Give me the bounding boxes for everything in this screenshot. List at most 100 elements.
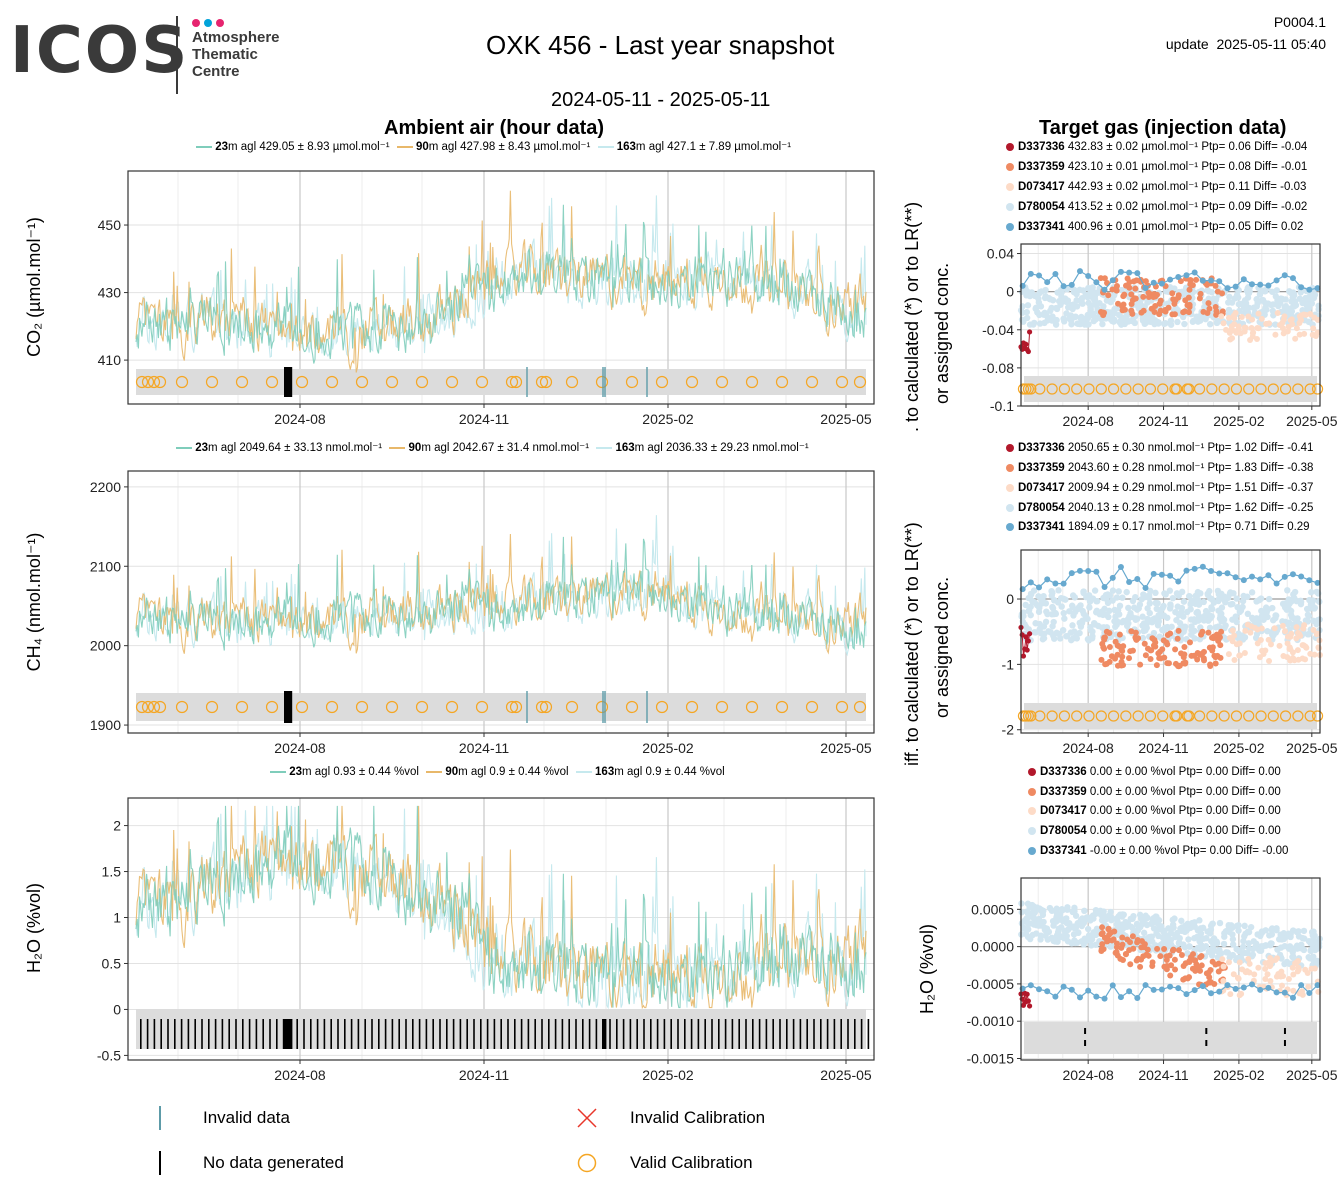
target-point-D780054 xyxy=(1260,287,1268,294)
target-point-D780054 xyxy=(1064,906,1071,913)
target-point-D337341 xyxy=(1044,988,1051,995)
target-point-D780054 xyxy=(1030,319,1038,327)
legend-text: m agl 0.9 ± 0.44 %vol xyxy=(614,766,725,778)
calibration-marker xyxy=(205,700,219,714)
no-data-bar xyxy=(527,1019,530,1049)
target-point-D780054 xyxy=(1041,319,1048,327)
target-point-D337359 xyxy=(1140,307,1147,314)
target-point-D337359 xyxy=(1129,933,1136,940)
target-point-D337359 xyxy=(1175,292,1182,299)
x-tick-label: 2025-02 xyxy=(1213,413,1265,429)
target-point-D780054 xyxy=(1229,951,1236,959)
no-data-bar xyxy=(860,1019,863,1049)
no-data-bar xyxy=(548,1019,550,1049)
no-data-bar xyxy=(214,1019,217,1049)
logo-sub-2: Thematic xyxy=(192,46,258,63)
target-point-D337359 xyxy=(1109,286,1116,293)
target-point-D337359 xyxy=(1144,946,1151,953)
target-point-D337359 xyxy=(1105,292,1112,299)
target-point-D337359 xyxy=(1186,639,1193,646)
no-data-bar xyxy=(235,1019,237,1049)
target-point-D780054 xyxy=(1099,320,1106,328)
legend-invalid-data: Invalid data xyxy=(203,1108,290,1127)
target-point-D073417 xyxy=(1298,312,1305,319)
y-tick-label: 450 xyxy=(98,217,122,233)
target-point-D780054 xyxy=(1222,599,1229,606)
no-data-bar xyxy=(616,1019,618,1049)
target-point-D780054 xyxy=(1052,304,1060,312)
y-tick-label: 2200 xyxy=(90,479,121,495)
target-point-D780054 xyxy=(1267,942,1274,949)
target-line-D337336 xyxy=(1020,331,1031,354)
target-point-D780054 xyxy=(1286,288,1293,295)
target-point-D073417 xyxy=(1236,992,1243,999)
plot-border xyxy=(1020,549,1321,734)
calibration-marker xyxy=(141,700,155,714)
target-point-D780054 xyxy=(1091,587,1099,594)
target-point-D337359 xyxy=(1119,648,1126,655)
plot-border xyxy=(127,170,875,405)
target-point-D780054 xyxy=(1229,931,1236,938)
target-point-D780054 xyxy=(1071,628,1078,635)
target-point-D780054 xyxy=(1136,299,1144,306)
target-point-D780054 xyxy=(1193,933,1201,941)
target-point-D780054 xyxy=(1184,608,1191,616)
target-point-D337359 xyxy=(1163,966,1170,973)
legend-text: m agl 0.9 ± 0.44 %vol xyxy=(458,766,569,778)
target-point-D337359 xyxy=(1167,630,1174,637)
target-point-D073417 xyxy=(1254,626,1261,633)
target-point-D780054 xyxy=(1229,941,1237,948)
target-point-D780054 xyxy=(1129,924,1136,932)
target-point-D337341 xyxy=(1281,272,1288,279)
target-point-D337359 xyxy=(1157,953,1164,960)
target-point-D073417 xyxy=(1290,971,1297,978)
target-point-D780054 xyxy=(1269,301,1277,308)
no-data-bar xyxy=(286,691,289,723)
invalid-data-bar xyxy=(526,367,528,397)
target-point-D780054 xyxy=(1118,314,1126,321)
x-tick-label: 2024-11 xyxy=(1138,740,1189,756)
calibration-marker xyxy=(265,700,279,714)
calibration-marker xyxy=(1071,710,1083,722)
target-point-D337359 xyxy=(1194,656,1201,663)
target-point-D337341 xyxy=(1036,584,1043,591)
target-point-D337359 xyxy=(1200,308,1207,315)
no-data-bar xyxy=(724,1019,727,1049)
target-point-D780054 xyxy=(1313,588,1320,596)
no-data-bar xyxy=(153,1019,156,1049)
target-point-D337359 xyxy=(1099,930,1106,937)
target-point-D337359 xyxy=(1200,655,1207,662)
target-point-D073417 xyxy=(1289,964,1296,971)
target-point-D337359 xyxy=(1182,297,1189,304)
target-point-D337359 xyxy=(1150,642,1157,649)
target-point-D780054 xyxy=(1313,957,1321,965)
target-point-D337359 xyxy=(1168,962,1175,969)
no-data-bar xyxy=(344,1019,346,1049)
legend-height: 23 xyxy=(195,442,208,454)
target-point-D780054 xyxy=(1052,609,1059,617)
no-data-bar xyxy=(697,1019,700,1049)
side-label-lower-a: iff. to calculated (*) or to LR(**) xyxy=(902,522,922,766)
target-point-D073417 xyxy=(1309,331,1316,338)
target-point-D073417 xyxy=(1246,960,1253,967)
plot-border xyxy=(127,470,875,734)
target-point-D780054 xyxy=(1241,933,1248,940)
target-text: 2040.13 ± 0.28 nmol.mol⁻¹ Ptp= 1.62 Diff… xyxy=(1067,502,1314,514)
calibration-marker xyxy=(295,700,309,714)
target-point-D780054 xyxy=(1206,624,1214,631)
target-point-D337359 xyxy=(1130,945,1137,952)
y-tick-label: 0.04 xyxy=(987,246,1014,262)
target-swatch xyxy=(1028,787,1036,796)
target-point-D337359 xyxy=(1169,947,1176,954)
target-point-D073417 xyxy=(1272,331,1279,338)
target-point-D780054 xyxy=(1114,921,1121,929)
target-point-D337359 xyxy=(1116,631,1123,638)
no-data-bar xyxy=(1084,1040,1087,1046)
calibration-marker xyxy=(535,700,549,714)
target-point-D780054 xyxy=(1039,911,1047,919)
target-point-D073417 xyxy=(1279,319,1286,326)
calibration-marker xyxy=(685,700,699,714)
target-point-D780054 xyxy=(1218,610,1225,617)
target-point-D780054 xyxy=(1300,927,1308,935)
legend-valid-calibration: Valid Calibration xyxy=(630,1153,753,1172)
